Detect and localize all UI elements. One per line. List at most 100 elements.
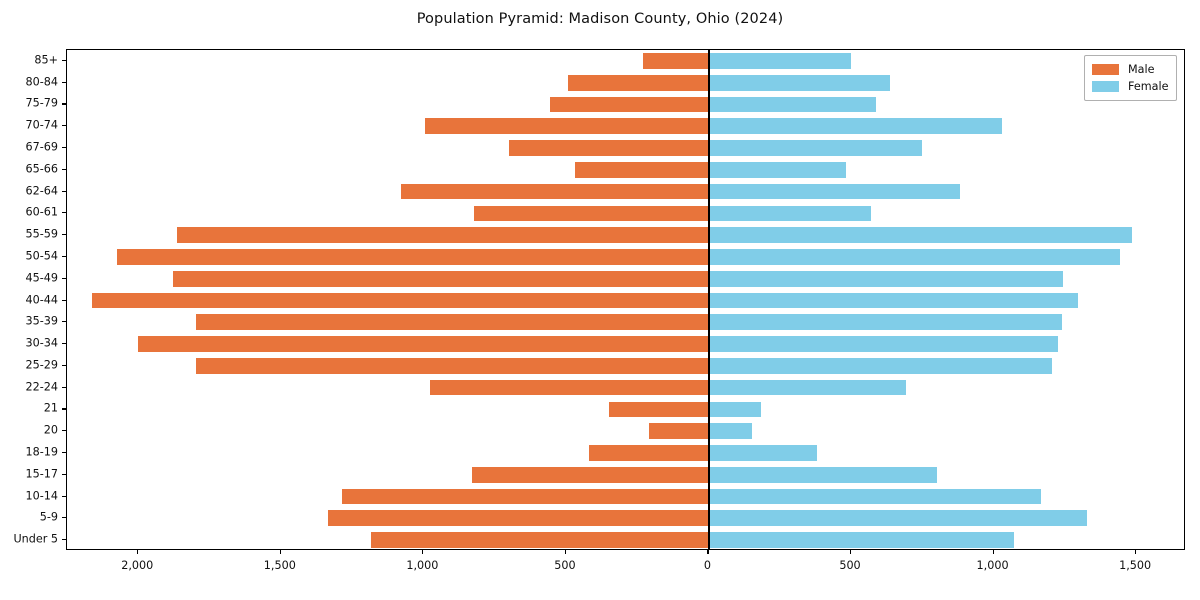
legend-swatch-male xyxy=(1092,64,1119,75)
bar-male xyxy=(138,336,709,352)
bars-layer xyxy=(67,50,1184,549)
y-tick-label: 25-29 xyxy=(25,358,58,372)
bar-male xyxy=(92,292,709,309)
x-tick-mark xyxy=(564,550,566,554)
bar-female xyxy=(708,423,753,440)
bar-male xyxy=(575,161,709,178)
y-tick-label: Under 5 xyxy=(13,532,58,546)
y-tick-label: 80-84 xyxy=(25,75,58,89)
y-tick-mark xyxy=(62,168,66,170)
x-tick-mark xyxy=(992,550,994,554)
bar-male xyxy=(472,466,709,483)
y-tick-label: 70-74 xyxy=(25,118,58,132)
bar-group-10-14 xyxy=(67,488,1184,505)
bar-group-65-66 xyxy=(67,161,1184,178)
bar-male xyxy=(608,401,709,418)
bar-male xyxy=(508,140,709,156)
y-tick-label: 62-64 xyxy=(25,184,58,198)
bar-group-80-84 xyxy=(67,74,1184,91)
x-tick-label: 1,000 xyxy=(976,559,1009,572)
x-tick-label: 1,000 xyxy=(406,559,439,572)
x-tick-mark xyxy=(137,550,139,554)
bar-male xyxy=(196,358,709,374)
y-tick-mark xyxy=(62,277,66,279)
bar-female xyxy=(708,74,890,91)
y-tick-label: 55-59 xyxy=(25,227,58,241)
x-tick-mark xyxy=(422,550,424,554)
x-tick-label: 500 xyxy=(554,559,576,572)
legend-label: Female xyxy=(1128,80,1169,93)
y-tick-label: 67-69 xyxy=(25,140,58,154)
bar-female xyxy=(708,53,851,69)
y-tick-label: 85+ xyxy=(34,53,58,67)
bar-group-15-17 xyxy=(67,466,1184,483)
y-tick-mark xyxy=(62,343,66,345)
legend-item-male[interactable]: Male xyxy=(1092,61,1168,78)
bar-male xyxy=(196,314,709,331)
y-tick-label: 40-44 xyxy=(25,293,58,306)
y-tick-label: 45-49 xyxy=(25,271,58,285)
x-tick-label: 0 xyxy=(703,559,712,572)
bar-group-62-64 xyxy=(67,183,1184,200)
legend-label: Male xyxy=(1128,63,1155,76)
bar-male xyxy=(172,270,709,287)
bar-female xyxy=(708,140,923,156)
y-tick-mark xyxy=(62,212,66,214)
y-tick-label: 50-54 xyxy=(25,249,58,263)
bar-female xyxy=(708,183,960,200)
y-tick-mark xyxy=(62,386,66,388)
x-tick-label: 500 xyxy=(839,559,861,572)
y-tick-mark xyxy=(62,539,66,541)
y-tick-label: 10-14 xyxy=(25,489,58,503)
bar-group-60-61 xyxy=(67,205,1184,222)
x-tick-mark xyxy=(707,550,709,554)
bar-group-50-54 xyxy=(67,249,1184,265)
legend-item-female[interactable]: Female xyxy=(1092,78,1168,95)
bar-male xyxy=(341,488,709,505)
y-tick-label: 30-34 xyxy=(25,336,58,350)
y-tick-mark xyxy=(62,430,66,432)
bar-male xyxy=(177,227,709,243)
y-tick-mark xyxy=(62,299,66,301)
bar-group-35-39 xyxy=(67,314,1184,331)
bar-female xyxy=(708,488,1042,505)
y-tick-mark xyxy=(62,321,66,323)
bar-female xyxy=(708,336,1058,352)
bar-female xyxy=(708,466,937,483)
y-tick-mark xyxy=(62,81,66,83)
bar-group-25-29 xyxy=(67,358,1184,374)
bar-female xyxy=(708,292,1078,309)
y-tick-label: 15-17 xyxy=(25,467,58,481)
bar-group-22-24 xyxy=(67,379,1184,396)
bar-female xyxy=(708,205,872,222)
y-tick-mark xyxy=(62,125,66,127)
bar-male xyxy=(425,118,709,135)
x-tick-mark xyxy=(279,550,281,554)
x-tick-mark xyxy=(1135,550,1137,554)
y-tick-label: 18-19 xyxy=(25,445,58,459)
y-tick-label: 60-61 xyxy=(25,205,58,219)
y-tick-label: 21 xyxy=(43,401,58,415)
bar-male xyxy=(567,74,709,91)
y-tick-mark xyxy=(62,495,66,497)
x-tick-label: 1,500 xyxy=(263,559,296,572)
y-tick-mark xyxy=(62,364,66,366)
bar-female xyxy=(708,379,907,396)
bar-group-40-44 xyxy=(67,292,1184,309)
bar-male xyxy=(649,423,709,440)
chart-legend: Male Female xyxy=(1084,55,1178,101)
bar-male xyxy=(400,183,709,200)
y-tick-label: 5-9 xyxy=(39,510,58,524)
bar-female xyxy=(708,249,1120,265)
y-tick-label: 65-66 xyxy=(25,162,58,176)
bar-female xyxy=(708,532,1014,548)
bar-female xyxy=(708,270,1063,287)
y-tick-label: 20 xyxy=(43,423,58,437)
y-tick-label: 75-79 xyxy=(25,96,58,110)
bar-female xyxy=(708,161,846,178)
x-tick-mark xyxy=(850,550,852,554)
bar-male xyxy=(116,249,709,265)
bar-male xyxy=(474,205,709,222)
y-tick-mark xyxy=(62,517,66,519)
